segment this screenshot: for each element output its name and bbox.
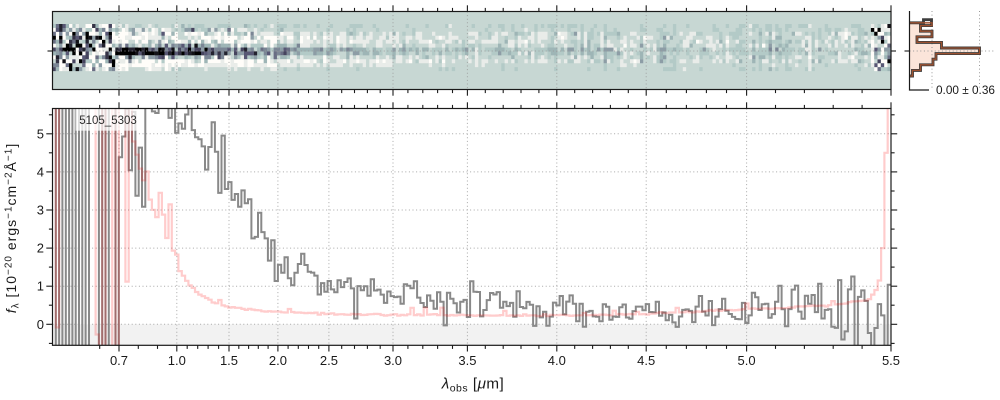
svg-text:2: 2 — [37, 241, 44, 256]
svg-text:4.0: 4.0 — [548, 353, 566, 368]
svg-text:3.0: 3.0 — [384, 353, 402, 368]
svg-text:3: 3 — [37, 203, 44, 218]
svg-text:1.5: 1.5 — [220, 353, 238, 368]
svg-text:2.0: 2.0 — [269, 353, 287, 368]
svg-text:1: 1 — [37, 279, 44, 294]
svg-text:5: 5 — [37, 126, 44, 141]
svg-text:0.00 ± 0.36: 0.00 ± 0.36 — [936, 83, 995, 97]
svg-text:3.5: 3.5 — [458, 353, 476, 368]
svg-text:fλ [10−20 ergs−1cm−2Å−1]: fλ [10−20 ergs−1cm−2Å−1] — [3, 143, 22, 313]
svg-text:4: 4 — [37, 164, 44, 179]
svg-text:0: 0 — [37, 317, 44, 332]
svg-text:4.5: 4.5 — [637, 353, 655, 368]
svg-text:5.0: 5.0 — [738, 353, 756, 368]
svg-text:0.7: 0.7 — [110, 353, 128, 368]
svg-text:2.5: 2.5 — [320, 353, 338, 368]
svg-text:5.5: 5.5 — [882, 353, 900, 368]
svg-text:1.0: 1.0 — [168, 353, 186, 368]
svg-text:λobs [μm]: λobs [μm] — [441, 376, 505, 395]
svg-text:5105_5303: 5105_5303 — [79, 115, 137, 127]
